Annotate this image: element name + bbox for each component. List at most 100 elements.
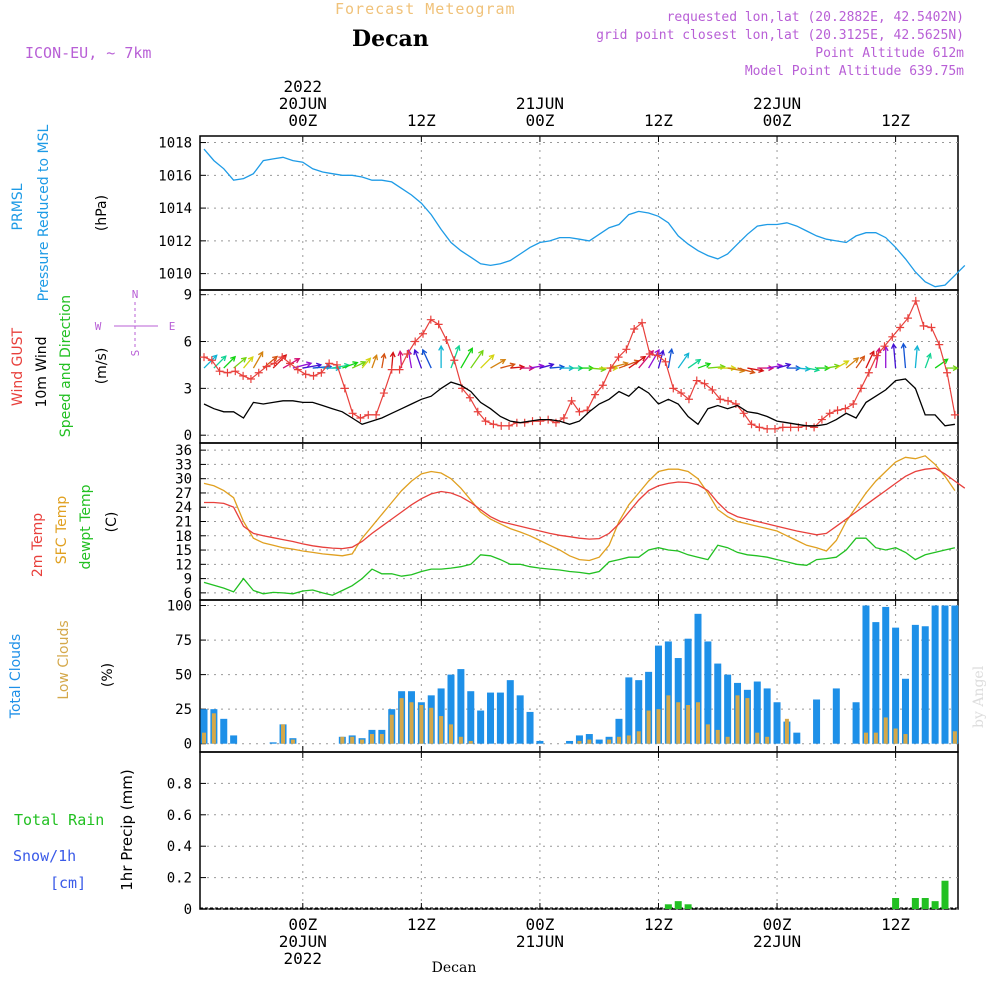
wind-ytick-label: 3 [184, 381, 192, 397]
wind-arrow-shaft [549, 366, 564, 369]
total-cloud-bar [269, 742, 277, 744]
clouds-panel: 0 25 50 75 100 [167, 599, 959, 753]
requested-coords: requested lon,lat (20.2882E, 42.5402N) [666, 10, 964, 25]
gust-marker [630, 325, 639, 334]
low-cloud-bar [735, 695, 740, 744]
gust-marker [309, 371, 318, 380]
footer-location: Decan [432, 960, 477, 976]
total-cloud-bar [200, 709, 208, 744]
chart-title: Forecast Meteogram [335, 0, 516, 18]
wind-arrow [687, 358, 702, 369]
gust-marker [231, 367, 240, 376]
wind-arrow-head [654, 348, 660, 356]
wind-arrow-head [758, 367, 765, 374]
gust-marker [849, 399, 858, 408]
gust-marker [622, 345, 631, 354]
wind-arrow-head [749, 368, 756, 375]
wind-arrow-head [257, 350, 264, 358]
wind-arrow [510, 364, 526, 371]
total-cloud-bar [437, 688, 445, 744]
wind-arrow-head [380, 352, 387, 359]
gust-marker [653, 351, 662, 360]
low-cloud-bar [202, 732, 206, 744]
temperature-ytick-label: 6 [184, 586, 192, 602]
gust-marker [340, 384, 349, 393]
wind-arrow-head [211, 354, 218, 361]
wind-arrow [233, 356, 247, 369]
total-cloud-bar [230, 735, 238, 744]
wind-arrow-shaft [342, 361, 358, 369]
total-cloud-bar [724, 674, 732, 744]
wind-arrow-head [785, 362, 792, 369]
gust-marker [332, 360, 341, 369]
clouds-label-low: Low Clouds [56, 620, 72, 699]
total-cloud-bar [763, 688, 771, 744]
low-cloud-bar [379, 734, 384, 744]
wind-arrow-head [454, 344, 461, 351]
wind-arrow [806, 366, 821, 373]
temperature-ytick-label: 24 [175, 500, 192, 516]
precip-label-snow: Snow/1h [13, 847, 76, 865]
gust-marker [434, 320, 443, 329]
low-cloud-bar [755, 732, 760, 744]
temp-2m-line [204, 467, 966, 550]
wind-arrow-shaft [707, 365, 725, 369]
low-cloud-bar [676, 702, 681, 744]
wind-arrow-head [230, 355, 237, 362]
wind-arrow-head [913, 344, 920, 351]
wind-arrow-head [413, 348, 419, 356]
total-cloud-bar [496, 692, 504, 744]
wind-arrow-shaft [687, 359, 701, 369]
wind-speed-line [203, 378, 955, 427]
gust-marker [638, 318, 647, 327]
top-time-label: 21JUN [516, 94, 564, 113]
precip-ytick-label: 0 [184, 902, 192, 918]
wind-arrow [371, 354, 379, 369]
gust-marker [262, 362, 271, 371]
gust-marker [684, 395, 693, 404]
low-cloud-bar [399, 698, 404, 744]
rain-bar [941, 880, 949, 909]
precip-ytick-label: 0.4 [167, 839, 192, 855]
total-cloud-bar [793, 732, 801, 744]
gust-marker [403, 350, 412, 359]
clouds-ytick-label: 25 [175, 702, 192, 718]
gust-marker [841, 404, 850, 413]
wind-arrow-shaft [727, 367, 745, 372]
wind-arrow-shaft [697, 363, 711, 369]
temp-unit: (C) [104, 512, 120, 533]
clouds-ytick-label: 50 [175, 668, 192, 684]
wind-arrow-shaft [470, 350, 484, 369]
gust-marker [481, 417, 490, 426]
wind-arrow-head [668, 347, 674, 355]
total-cloud-bar [882, 606, 890, 744]
low-cloud-bar [903, 734, 908, 744]
gust-marker [223, 368, 232, 377]
temperature-ytick-label: 12 [175, 557, 192, 573]
total-cloud-bar [921, 626, 929, 744]
wind-arrow-shaft [934, 358, 948, 369]
compass-s: S [129, 350, 142, 357]
gust-marker [567, 396, 576, 405]
low-cloud-bar [666, 695, 671, 744]
wind-arrow [924, 352, 932, 369]
wind-arrow-head [281, 354, 288, 360]
top-time-label: 12Z [407, 111, 436, 130]
wind-arrow [657, 349, 665, 369]
pressure-ytick-label: 1018 [158, 136, 192, 152]
wind-arrow-head [843, 360, 850, 366]
low-cloud-bar [211, 713, 216, 744]
bottom-time-label: 00Z [288, 915, 317, 934]
total-cloud-bar [585, 734, 593, 744]
temp-label-dewpt: dewpt Temp [78, 484, 94, 569]
wind-arrow-shaft [924, 353, 932, 369]
wind-arrow-head [467, 347, 473, 354]
pressure-ytick-label: 1016 [158, 168, 192, 184]
pressure-label-prmsl: PRMSL [10, 183, 26, 230]
total-cloud-bar [674, 658, 682, 744]
bottom-time-label: 20JUN [279, 932, 327, 951]
wind-arrow-head [478, 349, 484, 356]
total-cloud-bar [536, 740, 544, 744]
bottom-time-label: 12Z [644, 915, 673, 934]
pressure-unit: (hPa) [94, 195, 110, 231]
